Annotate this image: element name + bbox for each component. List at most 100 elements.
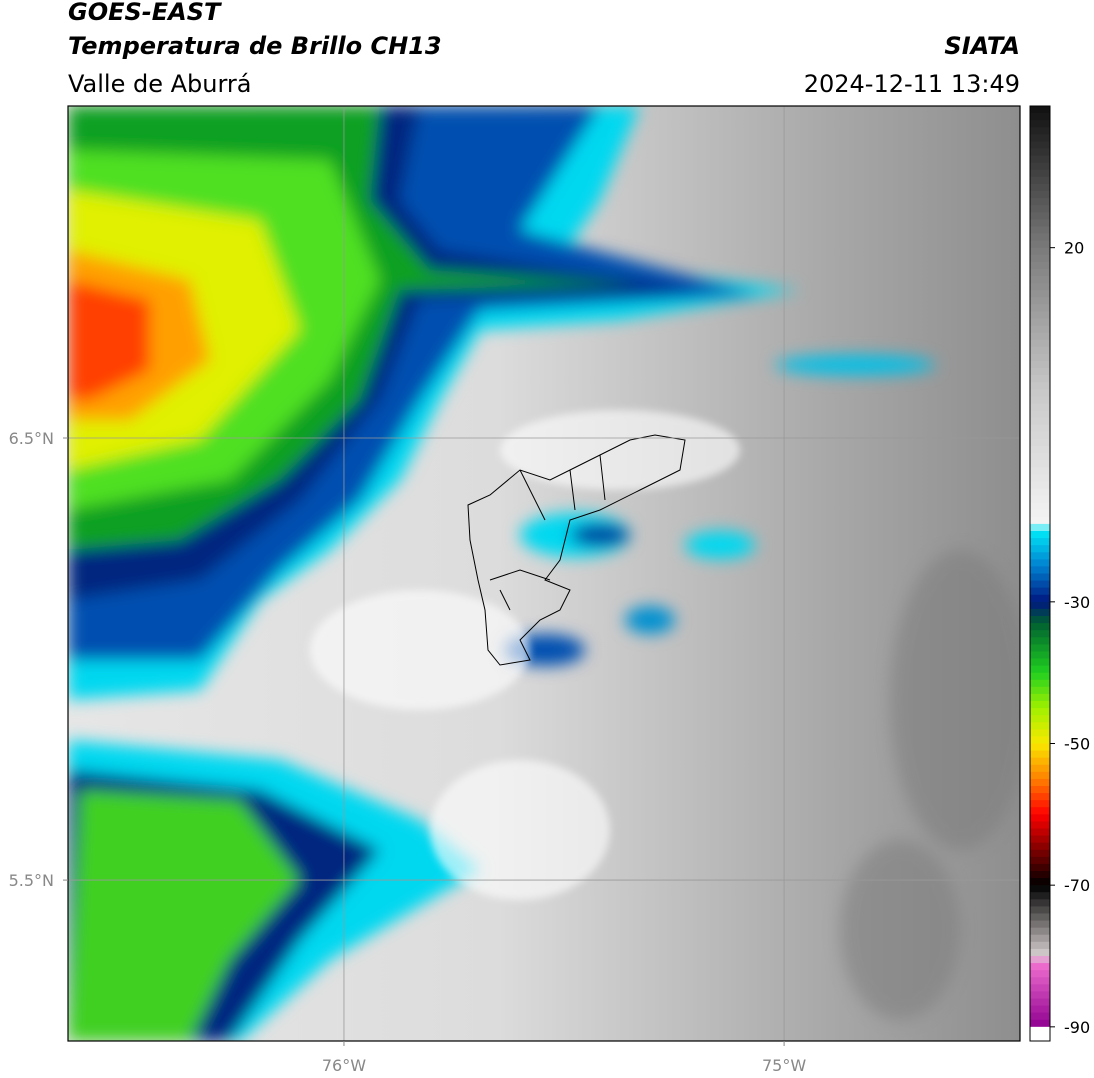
colorbar-segment: [1030, 559, 1050, 567]
colorbar-segment: [1030, 956, 1050, 964]
colorbar-segment: [1030, 261, 1050, 270]
colorbar-segment: [1030, 219, 1050, 227]
colorbar-frame: [1029, 105, 1051, 1042]
colorbar-segment: [1030, 389, 1050, 397]
colorbar-segment: [1030, 885, 1050, 893]
colorbar-segment: [1030, 651, 1050, 659]
colorbar-segment: [1030, 368, 1050, 376]
colorbar-tick-label: -70: [1064, 876, 1090, 895]
colorbar-segment: [1030, 594, 1050, 603]
colorbar-segment: [1030, 453, 1050, 461]
colorbar-segment: [1030, 601, 1050, 610]
colorbar-segment: [1030, 191, 1050, 199]
y-tick-label: 5.5°N: [9, 871, 54, 890]
colorbar-segment: [1030, 325, 1050, 334]
colorbar-segment: [1030, 913, 1050, 922]
colorbar-segment: [1030, 339, 1050, 348]
colorbar-segment: [1030, 793, 1050, 801]
colorbar-segment: [1030, 240, 1050, 249]
datetime: 2024-12-11 13:49: [804, 70, 1020, 98]
colorbar-segment: [1030, 431, 1050, 440]
colorbar-segment: [1030, 396, 1050, 404]
colorbar-segment: [1030, 523, 1050, 532]
colorbar-segment: [1030, 353, 1050, 362]
colorbar-segment: [1030, 906, 1050, 914]
colorbar-segment: [1030, 899, 1050, 907]
colorbar-segment: [1030, 878, 1050, 886]
colorbar-segment: [1030, 205, 1050, 213]
colorbar-segment: [1030, 488, 1050, 497]
colorbar-segment: [1030, 481, 1050, 489]
colorbar-segment: [1030, 268, 1050, 277]
colorbar-segment: [1030, 630, 1050, 638]
colorbar-segment: [1030, 800, 1050, 808]
colorbar-segment: [1030, 750, 1050, 759]
colorbar-segment: [1030, 141, 1050, 149]
colorbar-segment: [1030, 247, 1050, 256]
colorbar-segment: [1030, 672, 1050, 681]
x-tick-label: 75°W: [762, 1056, 806, 1075]
colorbar-segment: [1030, 304, 1050, 312]
colorbar-segment: [1030, 608, 1050, 617]
colorbar-segment: [1030, 1005, 1050, 1014]
colorbar-segment: [1030, 807, 1050, 815]
colorbar-segment: [1030, 233, 1050, 242]
colorbar-segment: [1030, 283, 1050, 291]
colorbar-tick-label: 20: [1064, 239, 1084, 258]
colorbar-segment: [1030, 644, 1050, 652]
colorbar-segment: [1030, 516, 1050, 525]
colorbar-segment: [1030, 1019, 1050, 1028]
colorbar-segment: [1030, 162, 1050, 171]
colorbar-segment: [1030, 623, 1050, 631]
colorbar-segment: [1030, 821, 1050, 829]
colorbar-segment: [1030, 361, 1050, 369]
colorbar-segment: [1030, 814, 1050, 822]
colorbar-segment: [1030, 1026, 1050, 1035]
satellite-image: [68, 106, 1020, 1041]
colorbar-segment: [1030, 778, 1050, 787]
colorbar-segment: [1030, 920, 1050, 929]
colorbar-segment: [1030, 715, 1050, 723]
colorbar-segment: [1030, 934, 1050, 943]
colorbar-segment: [1030, 226, 1050, 234]
colorbar-segment: [1030, 1012, 1050, 1021]
colorbar-segment: [1030, 991, 1050, 999]
colorbar-segment: [1030, 183, 1050, 192]
dark-patches: [840, 550, 1020, 1020]
colorbar-segment: [1030, 998, 1050, 1007]
colorbar-segment: [1030, 382, 1050, 390]
colorbar-segment: [1030, 474, 1050, 482]
colorbar-segment: [1030, 658, 1050, 667]
colorbar-segment: [1030, 155, 1050, 164]
colorbar-segment: [1030, 573, 1050, 582]
colorbar-segment: [1030, 580, 1050, 589]
colorbar-segment: [1030, 786, 1050, 794]
colorbar-segment: [1030, 764, 1050, 773]
colorbar-segment: [1030, 587, 1050, 596]
colorbar-segment: [1030, 106, 1050, 114]
colorbar-segment: [1030, 346, 1050, 355]
colorbar-segment: [1030, 552, 1050, 560]
colorbar-segment: [1030, 977, 1050, 985]
colorbar-segment: [1030, 708, 1050, 716]
title: GOES-EAST: [68, 0, 222, 26]
colorbar-segment: [1030, 842, 1050, 851]
colorbar-segment: [1030, 332, 1050, 341]
colorbar-segment: [1030, 941, 1050, 950]
colorbar-segment: [1030, 736, 1050, 744]
colorbar-segment: [1030, 495, 1050, 504]
colorbar-segment: [1030, 113, 1050, 121]
colorbar-segment: [1030, 948, 1050, 957]
colorbar-segment: [1030, 375, 1050, 383]
colorbar-segment: [1030, 722, 1050, 730]
map-frame: [67, 105, 1021, 1042]
colorbar-segment: [1030, 297, 1050, 305]
colorbar-segment: [1030, 927, 1050, 936]
colorbar-segment: [1030, 212, 1050, 220]
colorbar-segment: [1030, 679, 1050, 688]
municipal-boundaries: [467, 434, 686, 666]
colorbar-segment: [1030, 531, 1050, 539]
colorbar-segment: [1030, 254, 1050, 263]
colorbar-segment: [1030, 538, 1050, 546]
